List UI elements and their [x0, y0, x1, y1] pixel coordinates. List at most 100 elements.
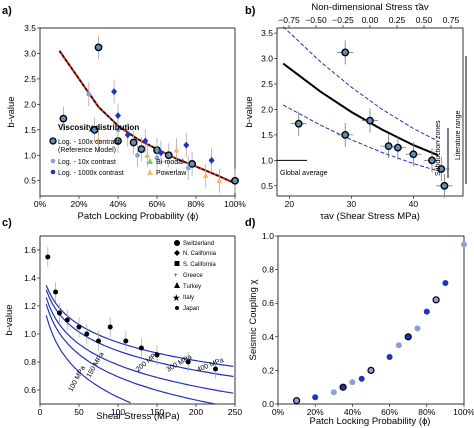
- b-point: [409, 150, 418, 159]
- a-point: [90, 125, 99, 134]
- d-point: [423, 308, 430, 315]
- legend-c-item-2: S. California: [183, 262, 216, 268]
- c-xtick-label: 0: [38, 407, 43, 417]
- panel-a-legend: Viscosity distribution Log. - 100x contr…: [49, 123, 187, 177]
- panel-a-label: a): [2, 5, 12, 17]
- panel-c: 0 50 100 150 200 250 0.6 0.8 1.0 1.2 1.4 1.6 Shear …: [4, 235, 242, 422]
- a-xtick-label: 0%: [34, 199, 47, 209]
- c-stress-curve: [45, 304, 215, 405]
- b-point: [437, 165, 446, 173]
- a-point: [94, 43, 103, 52]
- b-point: [366, 116, 374, 125]
- d-xtick-label: 0%: [272, 407, 285, 417]
- b-top-tick-label: −0.75: [278, 15, 300, 25]
- c-point: [57, 310, 62, 316]
- annotation-global-average: Global average: [280, 170, 328, 177]
- d-ytick-label: 1.0: [262, 231, 274, 241]
- c-xtick-label: 200: [189, 407, 203, 417]
- legend-a-title: Viscosity distribution: [58, 123, 139, 132]
- panel-c-label: c): [2, 217, 12, 229]
- legend-a-item-2: Log. - 10x contrast: [58, 159, 116, 166]
- a-point: [173, 147, 180, 153]
- a-point: [142, 137, 149, 145]
- panel-c-xlabel: Shear Stress (MPa): [96, 411, 179, 422]
- panel-d: 0% 20% 40% 60% 80% 100% 0.0 0.2 0.4 0.6 0.8 1.0 Pat…: [248, 231, 474, 427]
- a-point: [202, 172, 209, 179]
- legend-a-marker-1000x: [50, 169, 56, 175]
- a-point: [208, 156, 215, 164]
- b-point: [294, 119, 303, 128]
- b-xtick-label: 40: [409, 199, 419, 209]
- b-ytick-label: 1.5: [261, 130, 273, 140]
- a-point: [154, 155, 160, 161]
- a-point: [185, 165, 191, 171]
- c-ytick-label: 1.2: [24, 301, 36, 311]
- b-top-tick-label: −0.50: [305, 15, 327, 25]
- legend-a-item-0: Log. - 100x contrast: [58, 139, 120, 146]
- c-point: [64, 317, 70, 323]
- legend-c-item-6: Japan: [183, 306, 199, 312]
- c-xtick-label: 50: [74, 407, 84, 417]
- c-point: [138, 345, 144, 351]
- c-xtick-label: 100: [111, 407, 125, 417]
- d-xtick-label: 60%: [381, 407, 398, 417]
- b-point: [341, 48, 350, 57]
- d-point: [461, 241, 467, 248]
- panel-a-frame: [39, 27, 236, 197]
- a-point: [183, 141, 190, 149]
- legend-a-marker-10x: [50, 158, 56, 164]
- legend-c-marker-3: +: [174, 273, 178, 279]
- a-ytick-label: 1.5: [24, 125, 36, 135]
- a-point: [129, 138, 138, 147]
- c-point: [185, 359, 191, 365]
- b-fit-upper: [282, 26, 439, 142]
- b-top-tick-label: 0.50: [416, 15, 433, 25]
- d-point: [432, 296, 440, 304]
- legend-c-marker-5: ★: [172, 293, 181, 304]
- b-fit-lower: [282, 104, 439, 172]
- legend-c-marker-4: [174, 282, 180, 288]
- d-xtick-label: 20%: [307, 407, 324, 417]
- panel-d-xlabel: Patch Locking Probability (ϕ): [310, 416, 431, 427]
- d-point: [339, 383, 347, 391]
- panel-d-frame: [277, 235, 465, 405]
- a-ytick-label: 3.0: [24, 48, 36, 58]
- c-stress-curve: [45, 297, 234, 394]
- panel-a-xlabel: Patch Locking Probability (ϕ): [78, 211, 199, 222]
- d-ytick-label: 0.4: [262, 332, 274, 342]
- c-ytick-label: 1.4: [24, 273, 36, 283]
- c-point: [107, 324, 113, 330]
- a-point: [144, 152, 151, 158]
- panel-a-ylabel: b-value: [6, 96, 17, 127]
- a-point: [157, 149, 164, 157]
- legend-a-marker-ref: [49, 137, 57, 145]
- a-point: [164, 151, 173, 160]
- b-fit: [282, 62, 439, 157]
- legend-c-marker-2: [174, 261, 180, 266]
- a-xtick-label: 20%: [70, 199, 87, 209]
- c-point: [84, 331, 90, 337]
- panel-b-label: b): [245, 5, 256, 17]
- b-ytick-label: 2.5: [261, 79, 273, 89]
- d-ytick-label: 0.6: [262, 298, 274, 308]
- d-ytick-label: 0.0: [262, 399, 274, 409]
- legend-a-item-1: (Reference Model): [58, 147, 116, 154]
- legend-c-item-5: Italy: [183, 295, 194, 301]
- c-point: [213, 366, 218, 372]
- d-xtick-label: 40%: [344, 407, 361, 417]
- d-point: [404, 333, 412, 341]
- legend-a-marker-powerlaw: [147, 169, 153, 175]
- d-xtick-label: 100%: [453, 407, 474, 417]
- a-xtick-label: 80%: [187, 199, 204, 209]
- a-ytick-label: 0.5: [24, 176, 36, 186]
- c-ytick-label: 0.8: [24, 357, 36, 367]
- c-stress-curve: [45, 284, 234, 367]
- legend-c-marker-1: [174, 250, 180, 256]
- b-ytick-label: 3.5: [261, 28, 273, 38]
- panel-b-xlabel: τav (Shear Stress MPa): [320, 211, 420, 222]
- c-xtick-label: 150: [150, 407, 164, 417]
- d-point: [358, 375, 365, 382]
- panel-d-ylabel: Seismic Coupling χ: [248, 279, 259, 360]
- a-point: [86, 91, 92, 97]
- panel-a: 0% 20% 40% 60% 80% 100%0.51.01.52.02.53.03.5 …: [6, 23, 246, 222]
